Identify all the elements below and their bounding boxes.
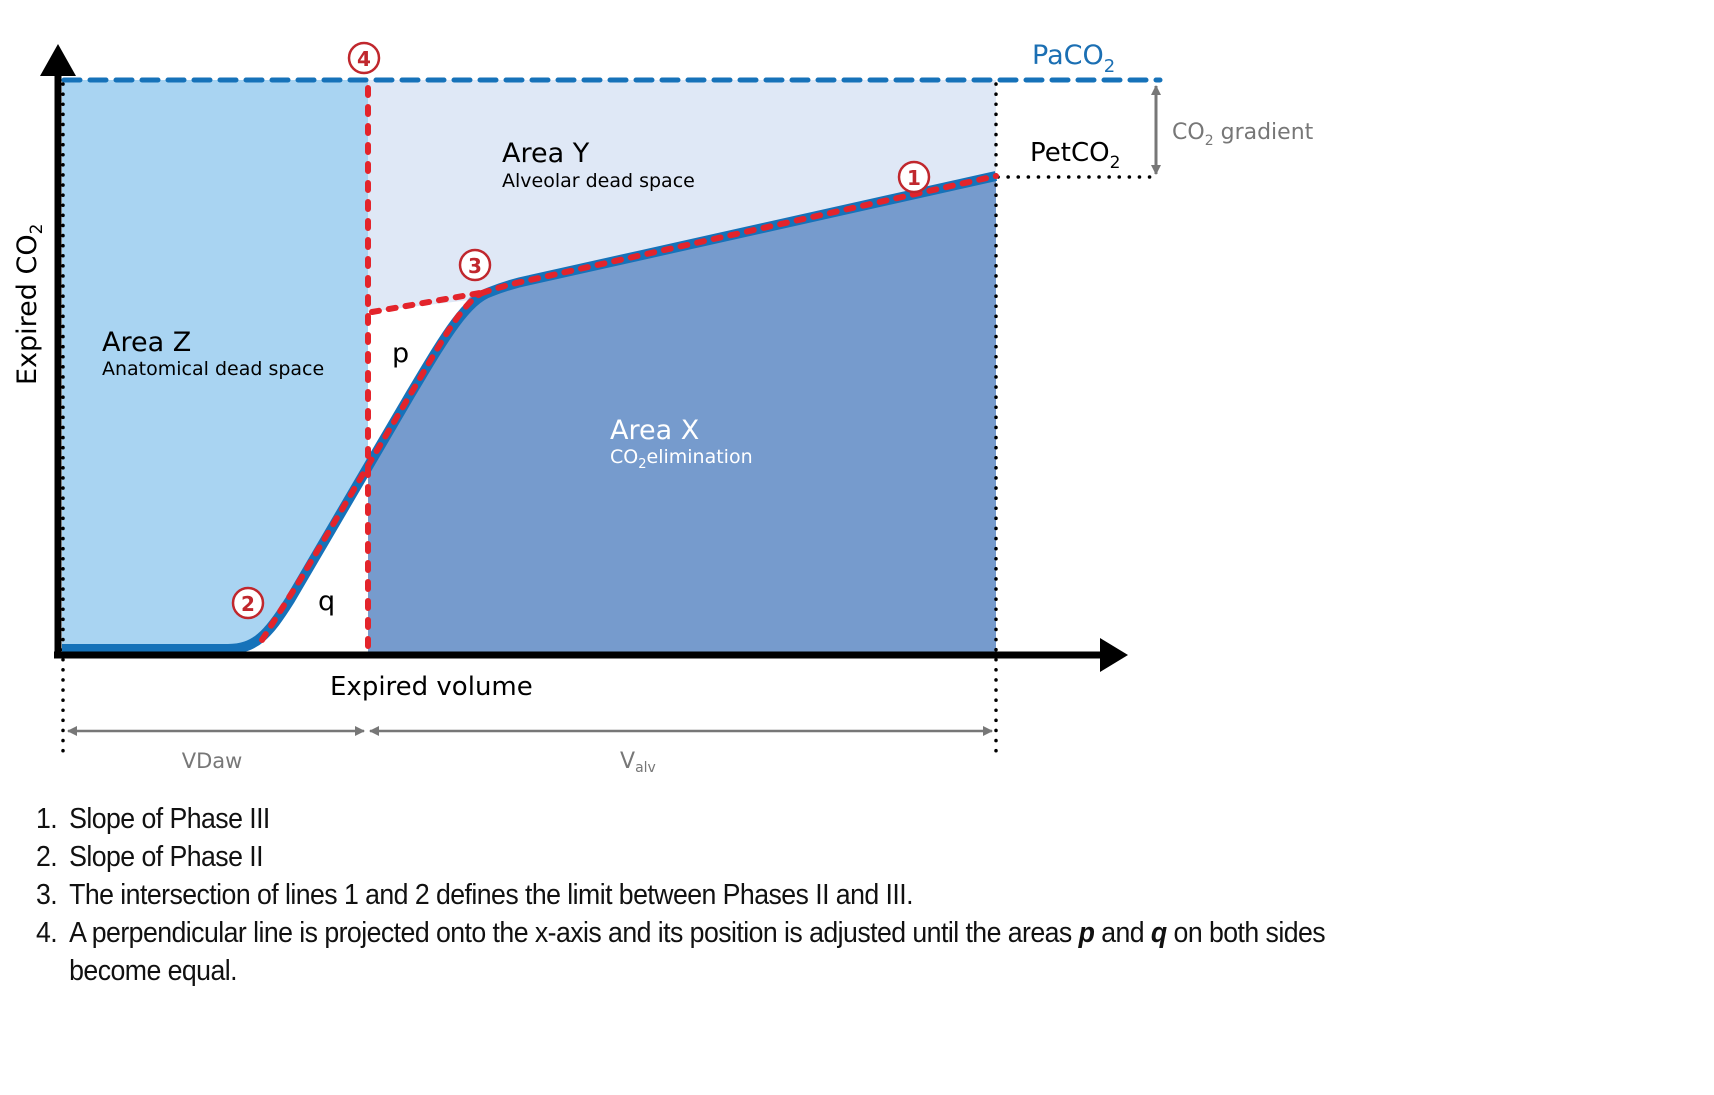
vdaw-label: VDaw xyxy=(182,749,243,773)
area-z-fill xyxy=(62,80,368,648)
marker-1: 1 xyxy=(897,160,931,194)
area-x-title: Area X xyxy=(610,415,699,446)
svg-text:2: 2 xyxy=(241,592,255,616)
x-axis-arrowhead xyxy=(1100,638,1128,672)
svg-text:4: 4 xyxy=(357,47,371,71)
marker-2: 2 xyxy=(231,586,265,620)
footnote-item: 1. Slope of Phase III xyxy=(36,803,270,835)
co2-gradient-label: CO2 gradient xyxy=(1172,120,1314,149)
svg-text:3: 3 xyxy=(468,254,482,278)
svg-text:1: 1 xyxy=(907,166,921,190)
paco2-label: PaCO2 xyxy=(1032,40,1115,77)
valv-label: Valv xyxy=(620,749,656,776)
area-x-fill-lower xyxy=(368,176,996,652)
petco2-label: PetCO2 xyxy=(1030,138,1120,173)
phase-ii-slope-line xyxy=(259,290,485,643)
phase-iii-slope-line xyxy=(479,173,999,296)
footnote-item: 3. The intersection of lines 1 and 2 defi… xyxy=(36,879,914,911)
marker-4: 4 xyxy=(347,41,381,75)
y-axis-arrowhead xyxy=(40,44,76,76)
footnotes-list: 1. Slope of Phase III 2. Slope of Phase II… xyxy=(36,800,1422,990)
capnogram-diagram: 4 3 2 1 Expired CO2 Expired volume PaCO2… xyxy=(12,40,1314,776)
area-y-subtitle: Alveolar dead space xyxy=(502,170,695,192)
area-z-subtitle: Anatomical dead space xyxy=(102,358,324,380)
area-p-label: p xyxy=(392,338,409,369)
area-z-title: Area Z xyxy=(102,327,191,358)
area-x-subtitle: CO2elimination xyxy=(610,446,753,472)
y-axis-label: Expired CO2 xyxy=(12,224,47,385)
area-y-fill xyxy=(368,80,996,312)
phase-iii-extension-line xyxy=(369,290,483,315)
area-y-title: Area Y xyxy=(502,138,590,169)
area-q-label: q xyxy=(318,586,335,617)
footnote-item: 2. Slope of Phase II xyxy=(36,841,263,873)
x-axis-label: Expired volume xyxy=(330,672,533,702)
marker-3: 3 xyxy=(458,248,492,282)
footnote-item: 4. A perpendicular line is projected onto… xyxy=(36,917,1326,987)
area-q-fill xyxy=(230,470,368,648)
